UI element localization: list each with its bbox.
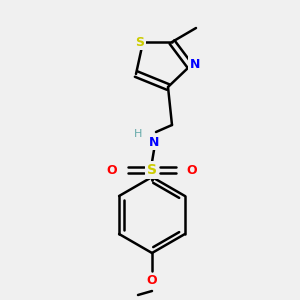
Text: S: S bbox=[136, 35, 145, 49]
Text: O: O bbox=[187, 164, 197, 176]
Text: O: O bbox=[107, 164, 117, 176]
Text: O: O bbox=[147, 274, 157, 287]
Text: H: H bbox=[134, 129, 142, 139]
Text: S: S bbox=[147, 163, 157, 177]
Text: N: N bbox=[190, 58, 200, 70]
Text: N: N bbox=[149, 136, 159, 148]
